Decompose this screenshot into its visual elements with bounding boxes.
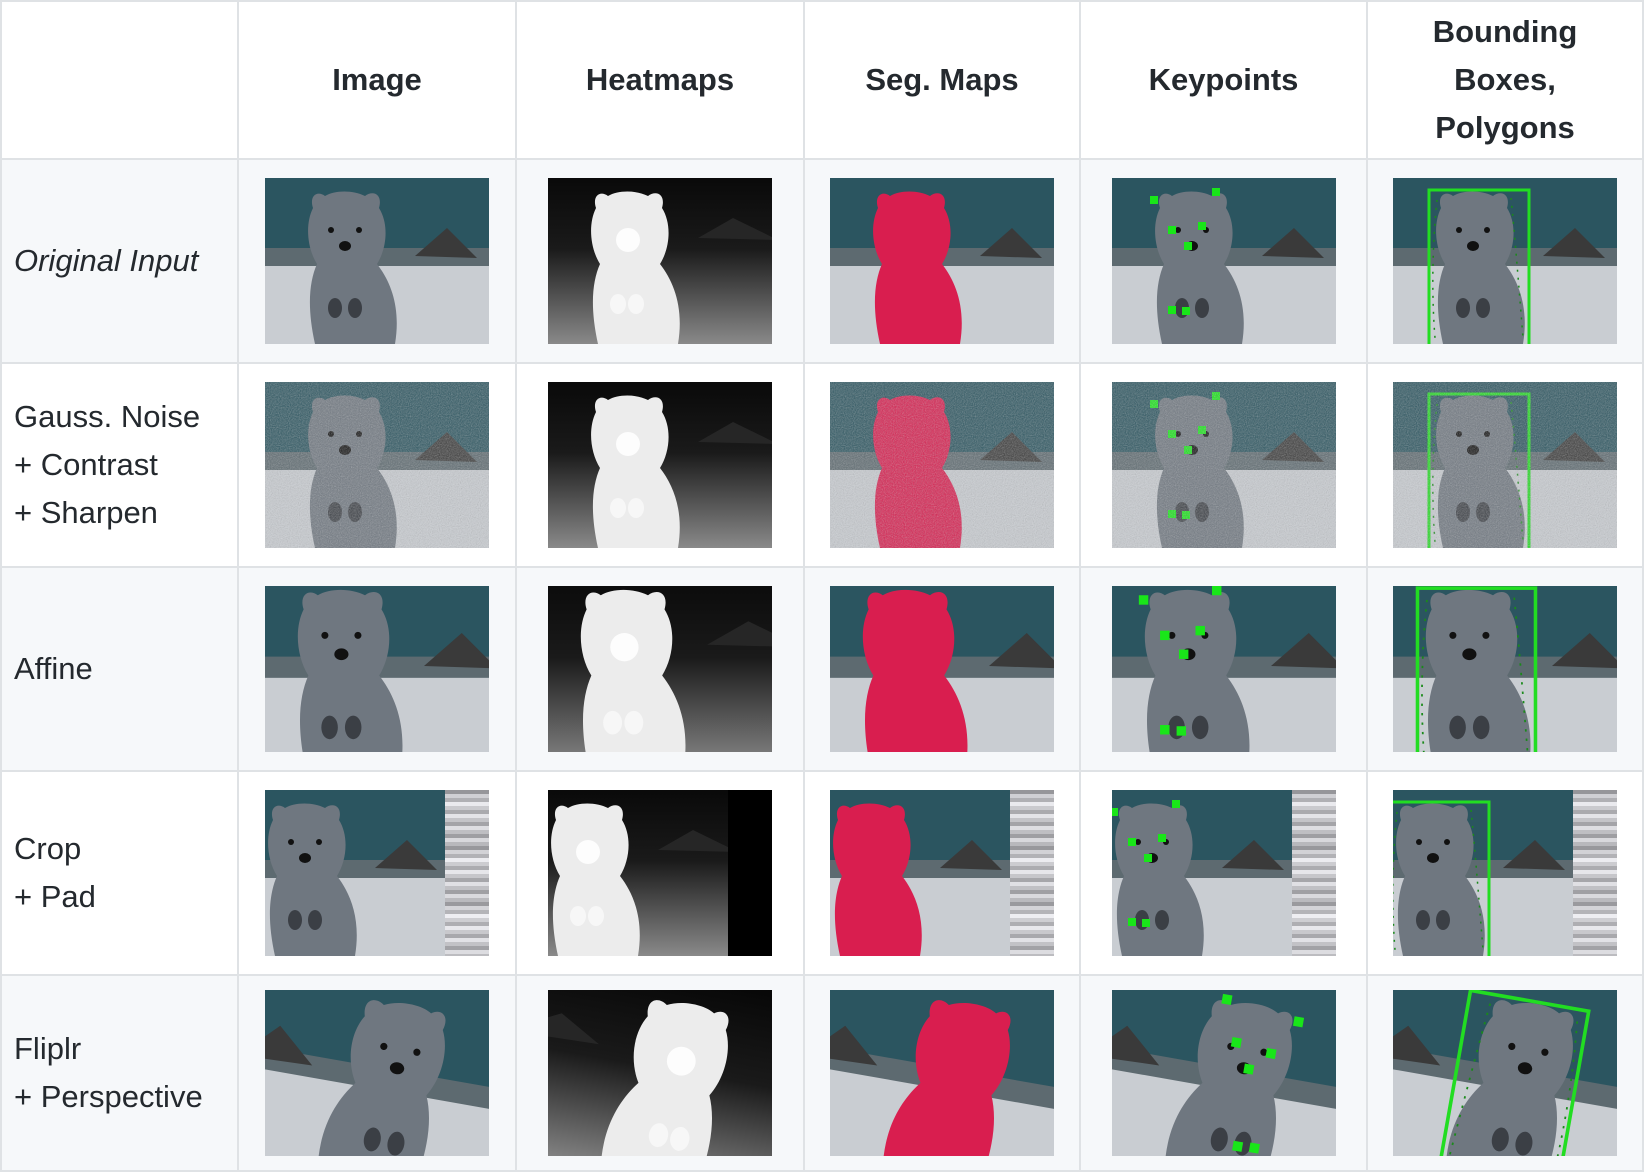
row-label-cell: Fliplr + Perspective — [0, 974, 239, 1172]
bbox-cell — [1366, 566, 1644, 772]
bbox-cell — [1366, 770, 1644, 976]
seg-cell — [803, 566, 1081, 772]
image-cell — [237, 566, 517, 772]
header-bbox: Bounding Boxes, Polygons — [1366, 0, 1644, 160]
row-label: Original Input — [14, 243, 199, 278]
seg-thumbnail — [830, 990, 1054, 1156]
heatmap-thumbnail — [548, 990, 772, 1156]
bbox-cell — [1366, 974, 1644, 1172]
heatmap-thumbnail — [548, 790, 772, 956]
image-thumbnail — [265, 586, 489, 752]
bbox-thumbnail — [1393, 178, 1617, 344]
keypoints-thumbnail — [1111, 790, 1336, 956]
heatmap-cell — [515, 158, 805, 364]
seg-cell — [803, 770, 1081, 976]
row-label-cell: Gauss. Noise + Contrast + Sharpen — [0, 362, 239, 568]
header-image: Image — [237, 0, 517, 160]
header-label: Image — [332, 62, 422, 97]
image-cell — [237, 362, 517, 568]
seg-cell — [803, 362, 1081, 568]
row-label: Affine — [14, 651, 93, 686]
keypoints-thumbnail — [1111, 178, 1336, 344]
seg-thumbnail — [830, 382, 1054, 548]
image-cell — [237, 158, 517, 364]
image-thumbnail — [265, 990, 489, 1156]
seg-cell — [803, 158, 1081, 364]
bbox-thumbnail — [1393, 382, 1617, 548]
keypoints-cell — [1079, 362, 1368, 568]
bbox-cell — [1366, 362, 1644, 568]
header-label: Seg. Maps — [865, 62, 1019, 97]
bbox-thumbnail — [1393, 990, 1617, 1156]
keypoints-cell — [1079, 158, 1368, 364]
header-label: Bounding Boxes, Polygons — [1432, 14, 1578, 145]
image-cell — [237, 770, 517, 976]
keypoints-cell — [1079, 974, 1368, 1172]
row-label-cell: Affine — [0, 566, 239, 772]
heatmap-thumbnail — [548, 178, 772, 344]
seg-cell — [803, 974, 1081, 1172]
header-label: Heatmaps — [585, 62, 735, 97]
seg-thumbnail — [830, 790, 1054, 956]
header-label: Keypoints — [1148, 62, 1299, 97]
heatmap-cell — [515, 770, 805, 976]
heatmap-cell — [515, 362, 805, 568]
row-label-cell: Crop + Pad — [0, 770, 239, 976]
image-thumbnail — [265, 178, 489, 344]
header-heatmap: Heatmaps — [515, 0, 805, 160]
keypoints-thumbnail — [1111, 990, 1336, 1156]
image-cell — [237, 974, 517, 1172]
heatmap-thumbnail — [548, 586, 772, 752]
bbox-thumbnail — [1393, 790, 1617, 956]
row-label: Crop + Pad — [14, 831, 96, 914]
keypoints-cell — [1079, 770, 1368, 976]
seg-thumbnail — [830, 178, 1054, 344]
heatmap-thumbnail — [548, 382, 772, 548]
header-seg: Seg. Maps — [803, 0, 1081, 160]
image-thumbnail — [265, 382, 489, 548]
heatmap-cell — [515, 566, 805, 772]
row-label: Gauss. Noise + Contrast + Sharpen — [14, 399, 201, 530]
keypoints-thumbnail — [1111, 382, 1336, 548]
keypoints-cell — [1079, 566, 1368, 772]
header-keypoints: Keypoints — [1079, 0, 1368, 160]
bbox-thumbnail — [1393, 586, 1617, 752]
keypoints-thumbnail — [1111, 586, 1336, 752]
heatmap-cell — [515, 974, 805, 1172]
row-label: Fliplr + Perspective — [14, 1031, 203, 1114]
seg-thumbnail — [830, 586, 1054, 752]
header-label — [0, 0, 239, 160]
image-thumbnail — [265, 790, 489, 956]
row-label-cell: Original Input — [0, 158, 239, 364]
bbox-cell — [1366, 158, 1644, 364]
